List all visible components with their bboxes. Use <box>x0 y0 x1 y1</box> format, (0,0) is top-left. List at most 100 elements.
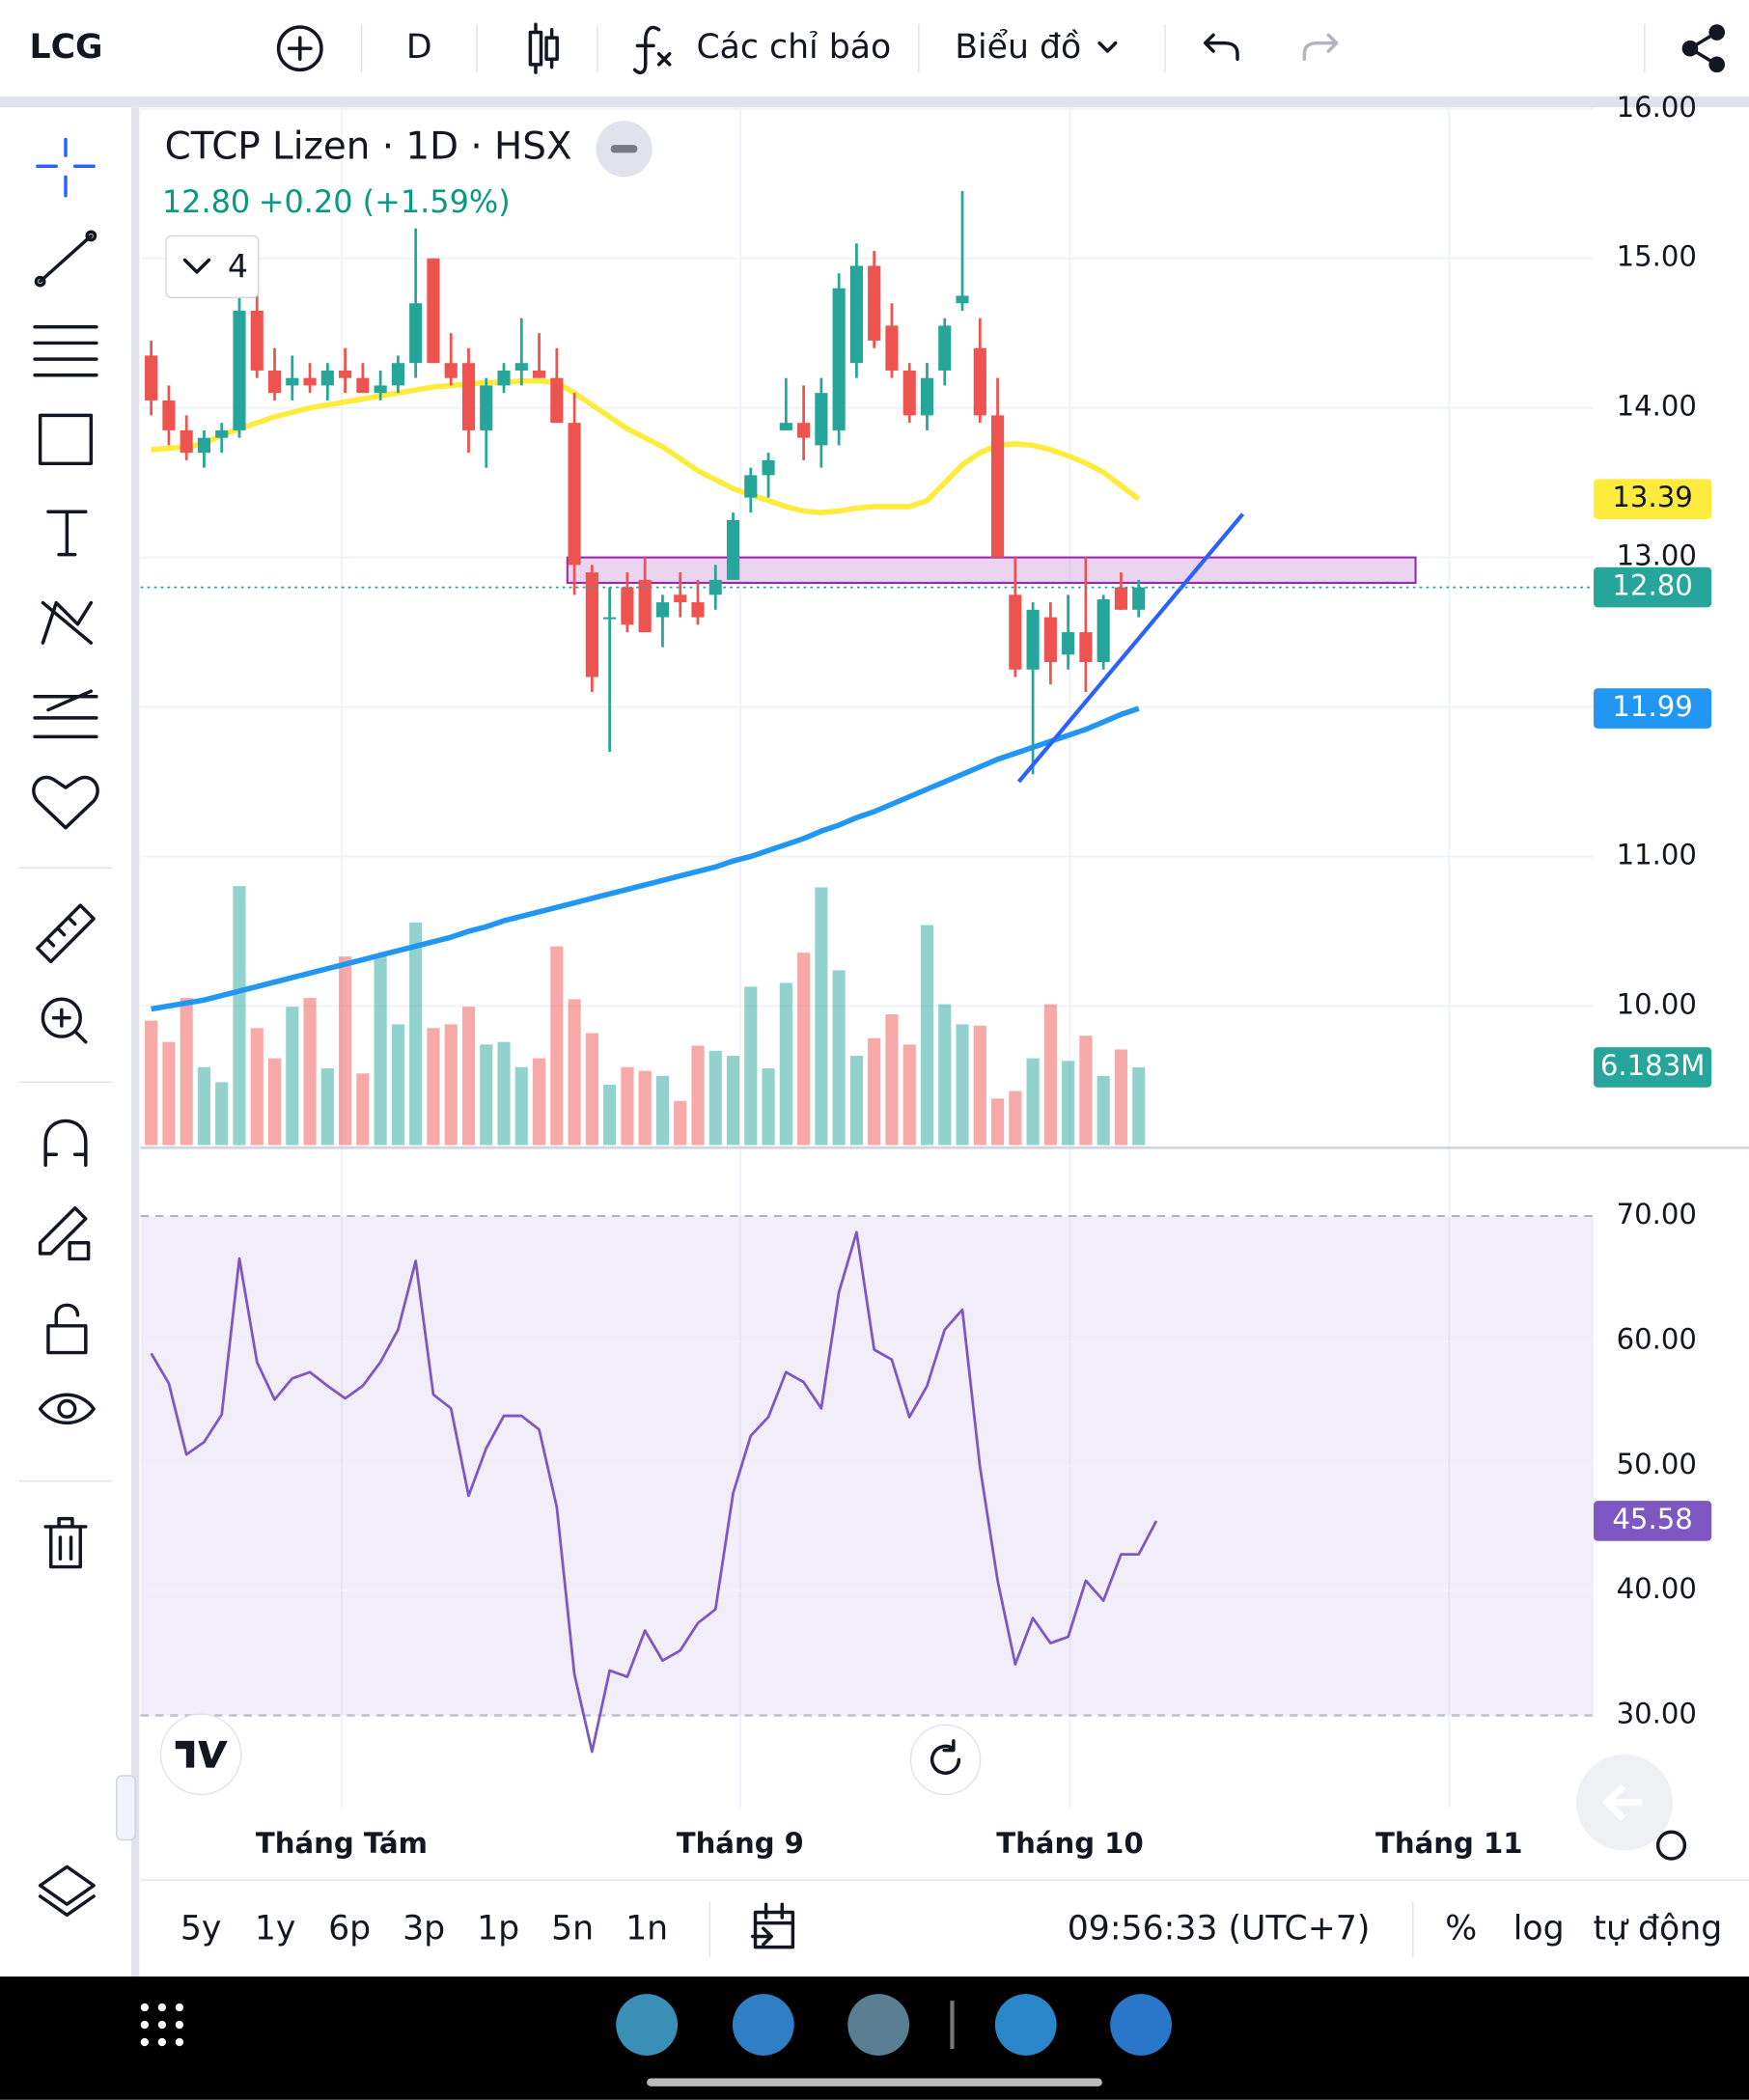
candle-body <box>320 370 334 386</box>
range-button[interactable]: 1p <box>477 1910 519 1948</box>
delete[interactable] <box>43 1516 88 1569</box>
range-button[interactable]: 5n <box>551 1910 594 1948</box>
candle-body <box>1026 609 1040 670</box>
redo[interactable] <box>1302 33 1339 62</box>
volume-bar <box>339 956 352 1146</box>
fib-tool[interactable] <box>33 325 98 377</box>
facebook-app[interactable] <box>1110 1994 1173 2056</box>
volume-bar <box>691 1045 705 1146</box>
pattern-tool[interactable] <box>41 600 94 645</box>
candle-body <box>1079 632 1093 663</box>
volume-bar <box>990 1098 1005 1146</box>
layers[interactable] <box>38 1865 96 1918</box>
messages-app[interactable] <box>732 1994 794 2056</box>
visibility[interactable] <box>38 1393 96 1424</box>
volume-bar <box>1114 1049 1128 1146</box>
candle-body <box>550 377 564 424</box>
chart-title: CTCP Lizen · 1D · HSX <box>165 125 572 169</box>
reset-button[interactable] <box>909 1724 982 1796</box>
volume-bar <box>938 1004 952 1146</box>
volume-bar <box>409 922 423 1146</box>
log-toggle[interactable]: log <box>1513 1910 1565 1948</box>
volume-bar <box>585 1033 598 1146</box>
indicators-button[interactable]: Các chỉ báo <box>696 28 891 67</box>
price-badge-label: 45.58 <box>1612 1503 1692 1535</box>
apps-grid[interactable] <box>140 2003 184 2047</box>
top-toolbar: LCG D Các chỉ báo Biểu đồ <box>30 22 1726 74</box>
cross-tool[interactable] <box>36 137 96 198</box>
volume-bar <box>1097 1075 1110 1146</box>
tv-logo[interactable] <box>159 1713 242 1796</box>
candle-body <box>603 617 617 620</box>
left-toolbar <box>18 107 140 1977</box>
auto-toggle[interactable]: tự động <box>1593 1910 1722 1948</box>
x-tick-label: Tháng 10 <box>996 1827 1144 1860</box>
volume-bar <box>427 1028 440 1146</box>
price-axis <box>1594 107 1749 1809</box>
volume-bar <box>920 925 934 1146</box>
camera-app[interactable] <box>847 1994 910 2056</box>
candle-body <box>638 579 652 633</box>
volume-bar <box>180 998 193 1146</box>
candle-body <box>1114 587 1128 610</box>
candle-body <box>303 377 317 386</box>
candle-body <box>779 423 792 430</box>
indicator-toggle[interactable] <box>165 235 260 298</box>
candle-body <box>973 347 986 416</box>
volume-bar <box>779 982 792 1146</box>
lock[interactable] <box>46 1324 88 1355</box>
range-button[interactable]: 3p <box>403 1910 445 1948</box>
candle-body <box>832 288 846 430</box>
line-tool[interactable] <box>38 234 94 284</box>
volume-bar <box>708 1050 722 1146</box>
tv-logo-mark <box>175 1740 228 1768</box>
percent-toggle[interactable]: % <box>1445 1910 1477 1948</box>
undo[interactable] <box>1203 33 1239 62</box>
interval[interactable]: D <box>406 28 432 67</box>
rect-tool[interactable] <box>38 413 94 466</box>
magnet[interactable] <box>43 1119 88 1168</box>
volume-bar <box>797 953 811 1146</box>
volume-bar <box>480 1044 493 1146</box>
symbol[interactable]: LCG <box>30 28 103 67</box>
predict-tool[interactable] <box>33 689 98 739</box>
ruler[interactable] <box>36 903 96 964</box>
volume-bar <box>568 999 581 1146</box>
scroll-arrow <box>1602 1783 1643 1821</box>
candle-body <box>585 572 598 677</box>
range-button[interactable]: 6p <box>328 1910 371 1948</box>
candle-icon[interactable] <box>528 22 559 74</box>
zalo-app[interactable] <box>994 1994 1057 2056</box>
candle-body <box>655 602 670 618</box>
favorites[interactable] <box>32 775 99 830</box>
candle-body <box>956 295 969 304</box>
add-icon[interactable] <box>276 25 323 72</box>
volume-bar <box>674 1100 687 1146</box>
volume-bar <box>868 1037 881 1146</box>
x-tick-label: Tháng Tám <box>256 1827 428 1860</box>
candle-body <box>920 377 934 416</box>
y-tick-label: 14.00 <box>1617 390 1697 423</box>
share-icon[interactable] <box>1681 24 1726 73</box>
goto-date[interactable] <box>751 1902 795 1949</box>
range-button[interactable]: 1y <box>255 1910 296 1948</box>
settings[interactable] <box>1655 1830 1687 1861</box>
range-button[interactable]: 1n <box>625 1910 668 1948</box>
candle-body <box>145 355 158 401</box>
range-button[interactable]: 5y <box>180 1910 222 1948</box>
volume-bar <box>497 1041 511 1146</box>
text-tool[interactable] <box>46 510 88 557</box>
rsi-tick-label: 60.00 <box>1617 1322 1697 1355</box>
candle-body <box>674 594 687 603</box>
candle-body <box>197 437 211 454</box>
draw-lock[interactable] <box>38 1205 88 1256</box>
collapse-toolbar[interactable] <box>116 1775 136 1841</box>
price-badge <box>1594 1047 1712 1088</box>
phone-app[interactable] <box>616 1994 679 2056</box>
zoom[interactable] <box>41 997 82 1038</box>
chart-menu[interactable]: Biểu đồ <box>955 27 1081 67</box>
candle-body <box>726 519 740 580</box>
fx-icon[interactable] <box>632 25 672 74</box>
candle-body <box>180 429 193 454</box>
candle-body <box>691 602 705 618</box>
